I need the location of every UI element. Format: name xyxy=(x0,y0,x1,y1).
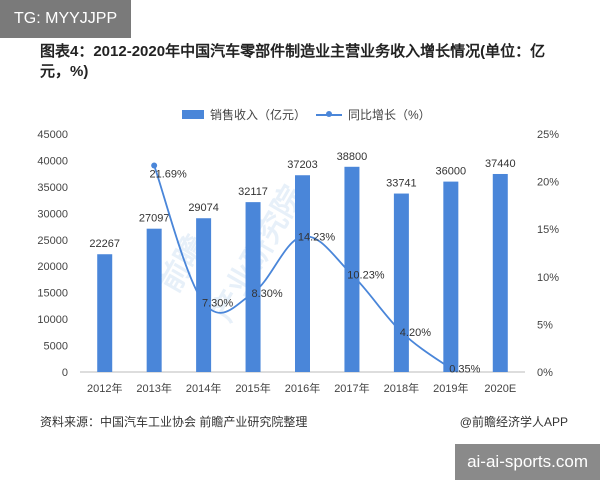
y-right-tick-label: 10% xyxy=(537,272,559,284)
bar xyxy=(393,193,409,372)
y-left-tick-label: 10000 xyxy=(37,314,68,326)
bar-value-label: 32117 xyxy=(238,186,268,198)
y-right-tick-label: 25% xyxy=(537,129,559,141)
growth-point xyxy=(200,299,207,306)
growth-value-label: 0.35% xyxy=(449,364,480,376)
y-left-tick-label: 40000 xyxy=(37,155,68,167)
y-left-tick-label: 20000 xyxy=(37,261,68,273)
y-right-tick-label: 5% xyxy=(537,319,553,331)
bar-value-label: 29074 xyxy=(188,202,219,214)
bar xyxy=(492,173,508,372)
bar xyxy=(146,228,162,372)
x-tick-label: 2017年 xyxy=(334,381,369,395)
bar xyxy=(97,254,113,372)
bar xyxy=(344,166,360,372)
y-right-tick-label: 20% xyxy=(537,177,559,189)
x-tick-label: 2014年 xyxy=(186,381,221,395)
y-left-tick-label: 35000 xyxy=(37,182,68,194)
x-tick-label: 2016年 xyxy=(285,381,320,395)
y-left-tick-label: 15000 xyxy=(37,288,68,300)
legend-line-swatch-icon xyxy=(316,110,342,119)
chart-title: 图表4：2012-2020年中国汽车零部件制造业主营业务收入增长情况(单位：亿元… xyxy=(40,43,546,80)
bar-value-label: 37440 xyxy=(485,158,516,170)
legend-item-growth: 同比增长（%） xyxy=(316,106,431,123)
legend-label-sales: 销售收入（亿元） xyxy=(210,108,307,122)
y-left-tick-label: 30000 xyxy=(37,208,68,220)
growth-point xyxy=(447,365,454,372)
bar-value-label: 36000 xyxy=(436,166,467,178)
growth-value-label: 8.30% xyxy=(251,288,282,300)
credit-note: @前瞻经济学人APP xyxy=(459,415,568,429)
site-tag: ai-ai-sports.com xyxy=(455,444,600,480)
bar xyxy=(443,181,459,372)
y-left-tick-label: 5000 xyxy=(44,341,68,353)
x-tick-label: 2015年 xyxy=(235,381,270,395)
bar-value-label: 27097 xyxy=(139,213,170,225)
bar-value-label: 37203 xyxy=(287,159,318,171)
top-tag: TG: MYYJJPP xyxy=(0,0,132,38)
x-tick-label: 2020E xyxy=(484,383,516,395)
bar-value-label: 38800 xyxy=(337,151,368,163)
growth-value-label: 21.69% xyxy=(150,169,188,181)
growth-point xyxy=(348,271,355,278)
growth-value-label: 4.20% xyxy=(400,327,431,339)
x-tick-label: 2012年 xyxy=(87,381,122,395)
legend-item-sales: 销售收入（亿元） xyxy=(182,106,306,123)
y-right-tick-label: 0% xyxy=(537,367,553,379)
source-note: 资料来源：中国汽车工业协会 前瞻产业研究院整理 xyxy=(40,415,308,429)
growth-value-label: 14.23% xyxy=(298,232,336,244)
y-right-tick-label: 15% xyxy=(537,224,559,236)
x-tick-label: 2018年 xyxy=(384,381,419,395)
bar xyxy=(295,175,310,372)
bar-value-label: 22267 xyxy=(89,238,120,250)
growth-point xyxy=(151,162,158,169)
x-tick-label: 2013年 xyxy=(136,381,171,395)
growth-point xyxy=(398,329,405,336)
chart-legend: 销售收入（亿元） 同比增长（%） xyxy=(0,106,600,126)
bar-value-label: 33741 xyxy=(386,178,417,190)
y-left-tick-label: 25000 xyxy=(37,235,68,247)
legend-bar-swatch-icon xyxy=(182,110,204,119)
y-left-tick-label: 0 xyxy=(62,367,68,379)
x-tick-label: 2019年 xyxy=(433,381,468,395)
growth-line xyxy=(153,165,452,370)
growth-value-label: 7.30% xyxy=(202,298,233,310)
growth-value-label: 10.23% xyxy=(347,270,385,282)
bar xyxy=(196,218,212,372)
bar xyxy=(245,202,261,372)
growth-point xyxy=(250,289,257,296)
legend-label-growth: 同比增长（%） xyxy=(348,108,431,122)
y-left-tick-label: 45000 xyxy=(37,129,68,141)
growth-point xyxy=(299,233,306,240)
